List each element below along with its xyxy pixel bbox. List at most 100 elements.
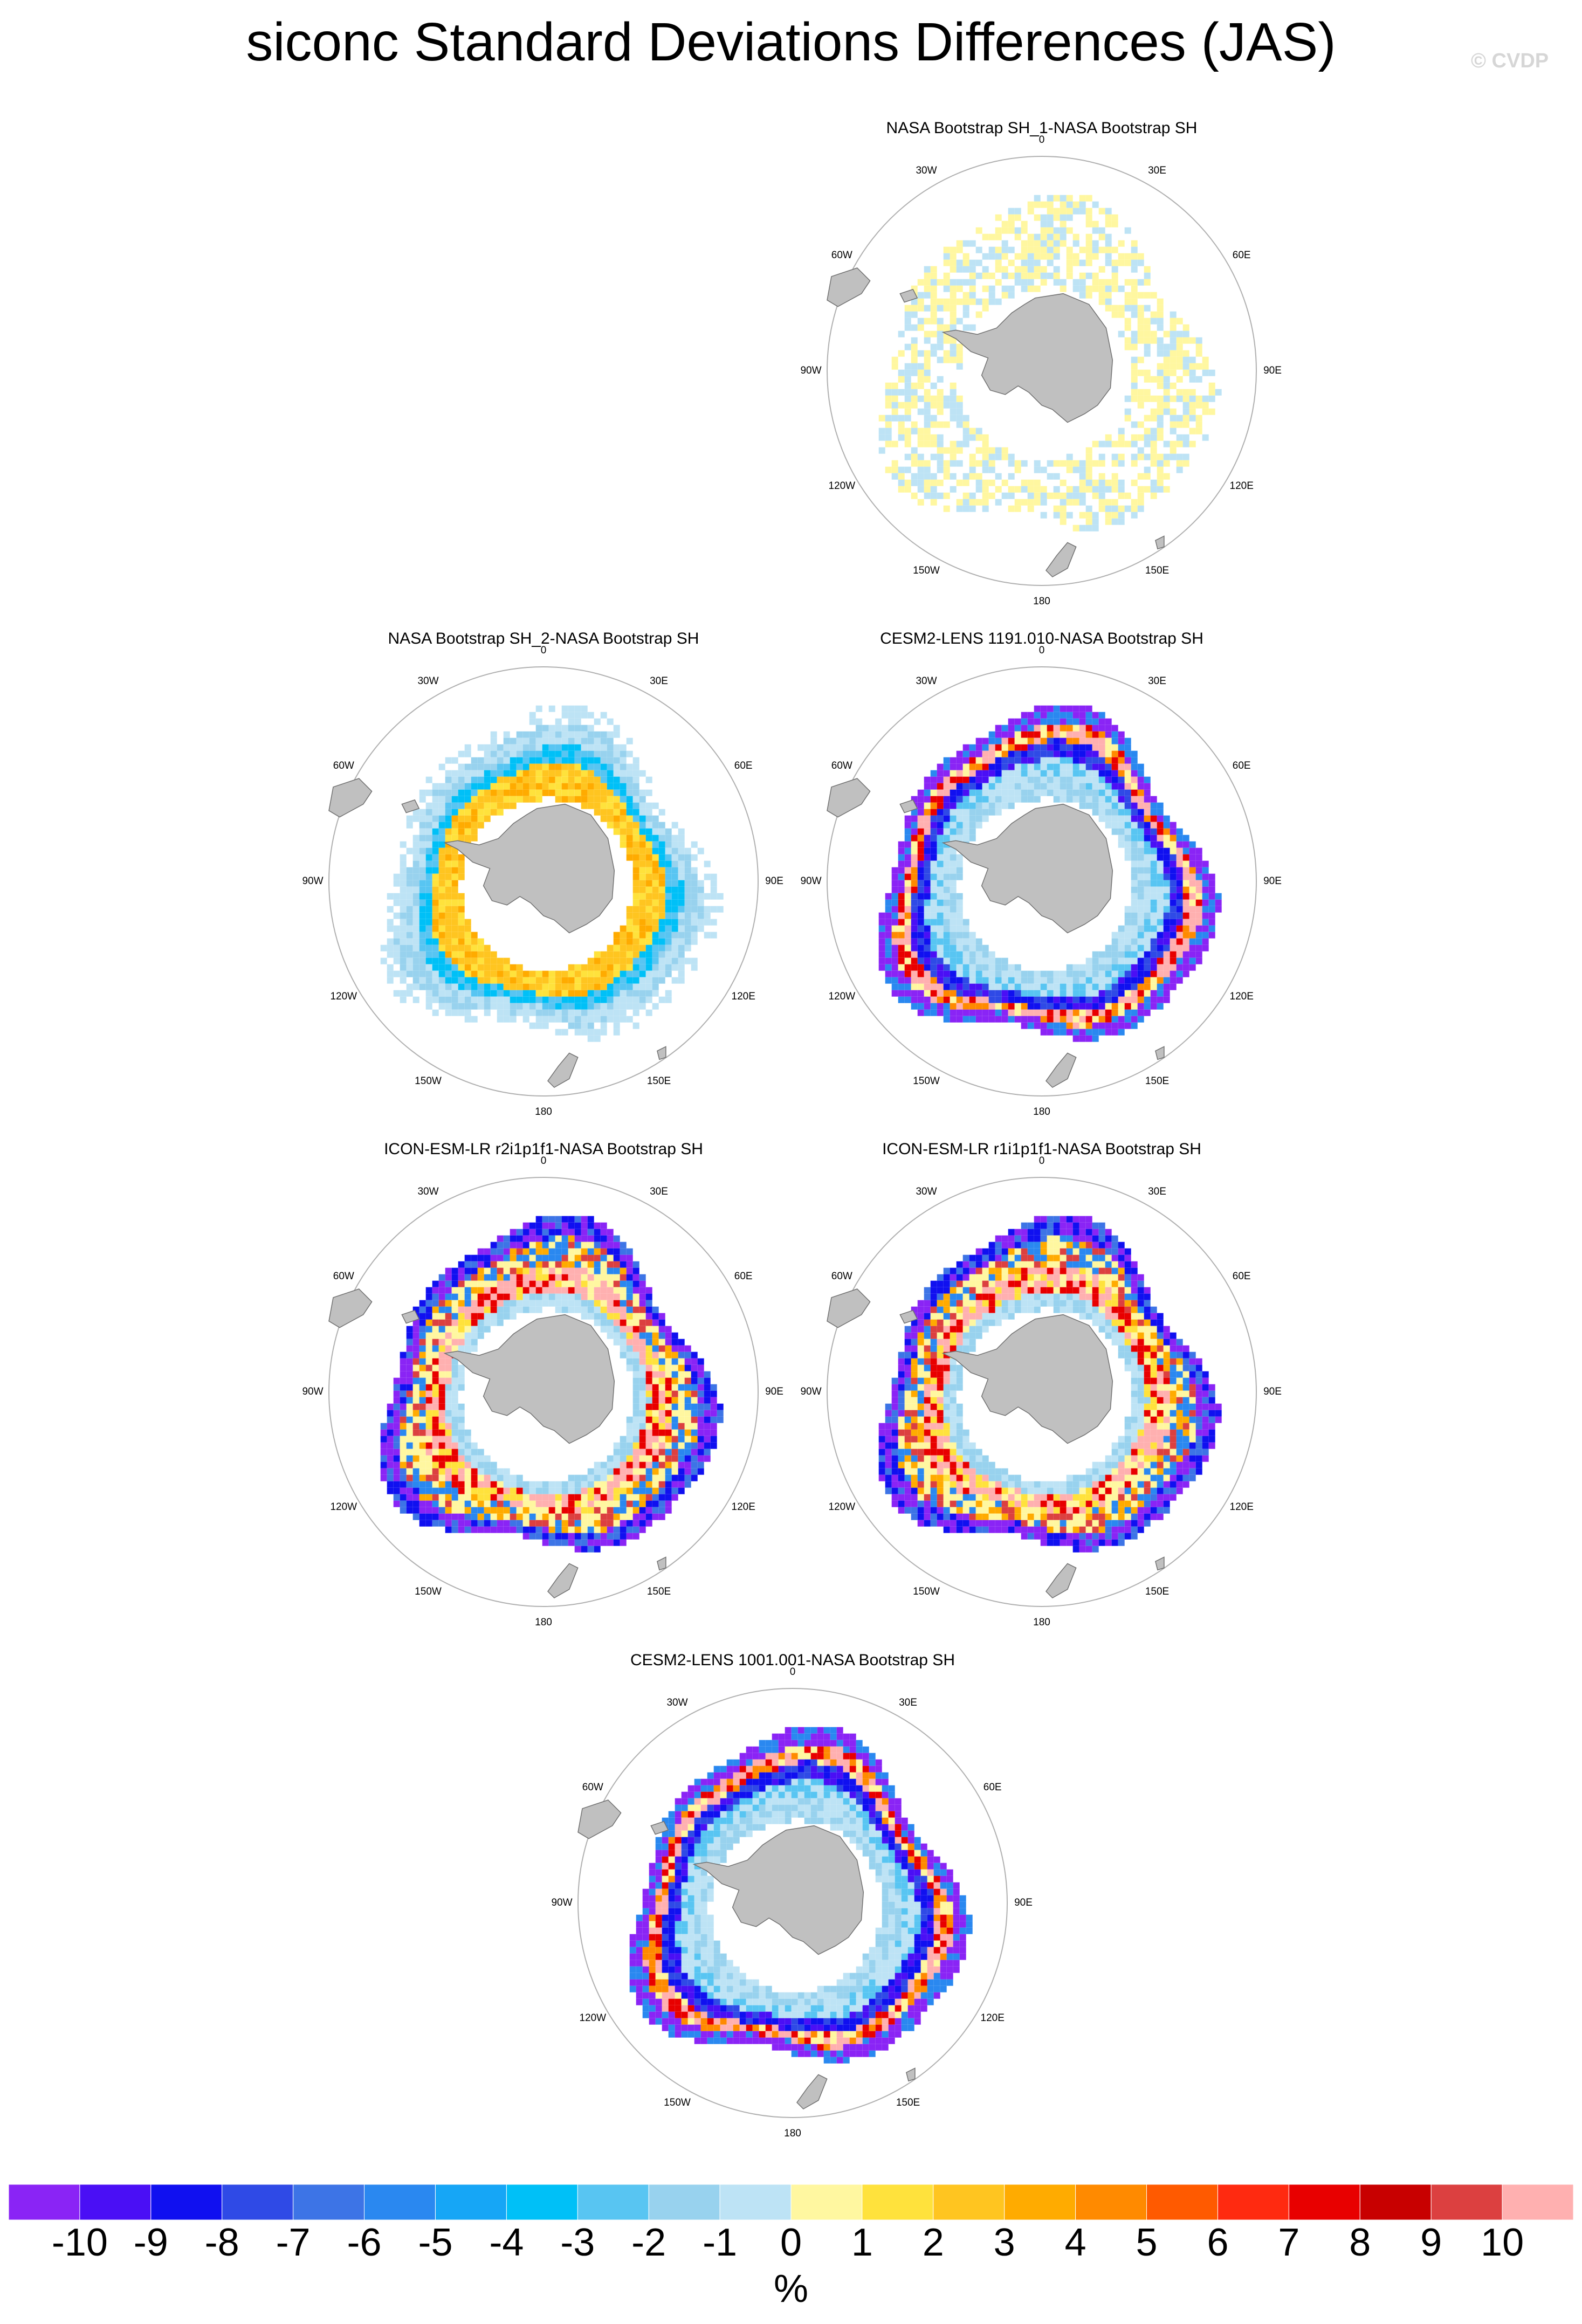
watermark: © CVDP (1471, 50, 1549, 72)
sea-ice-field (878, 1216, 1222, 1553)
longitude-label: 90E (765, 875, 783, 887)
longitude-label: 90W (302, 1386, 324, 1397)
longitude-label: 120E (731, 991, 755, 1002)
longitude-label: 60E (1232, 1271, 1251, 1282)
longitude-label: 60E (1232, 250, 1251, 261)
colorbar-tick: -5 (418, 2221, 453, 2264)
longitude-label: 120W (330, 991, 357, 1002)
colorbar-tick: -1 (703, 2221, 738, 2264)
colorbar-tick: 10 (1481, 2221, 1524, 2264)
colorbar-swatch (1004, 2184, 1076, 2220)
colorbar-tick: -2 (631, 2221, 666, 2264)
land-mass (692, 1825, 864, 1955)
longitude-label: 180 (784, 2128, 801, 2139)
longitude-label: 30E (1148, 675, 1166, 687)
longitude-label: 120W (828, 991, 856, 1002)
longitude-label: 30E (650, 1186, 668, 1198)
longitude-label: 150E (1145, 564, 1170, 576)
longitude-label: 180 (1033, 596, 1050, 607)
colorbar-swatch (577, 2184, 649, 2220)
colorbar-unit: % (773, 2267, 809, 2311)
longitude-label: 90W (551, 1897, 573, 1908)
longitude-label: 150E (1145, 1585, 1170, 1597)
longitude-label: 60E (1232, 760, 1251, 771)
land-mass (899, 288, 918, 303)
colorbar-tick: 9 (1420, 2221, 1442, 2264)
land-mass (1155, 535, 1165, 550)
longitude-label: 30E (1148, 165, 1166, 177)
colorbar-tick: -9 (133, 2221, 168, 2264)
panel-title: ICON-ESM-LR r2i1p1f1-NASA Bootstrap SH (384, 1140, 703, 1158)
land-mass (547, 1563, 579, 1599)
colorbar-tick: 1 (851, 2221, 873, 2264)
colorbar-tick: 0 (780, 2221, 802, 2264)
land-mass (650, 1820, 669, 1835)
colorbar-swatch (933, 2184, 1005, 2220)
colorbar-tick: -7 (276, 2221, 311, 2264)
longitude-label: 90W (800, 1386, 822, 1397)
longitude-label: 90W (302, 875, 324, 887)
panel-title: ICON-ESM-LR r1i1p1f1-NASA Bootstrap SH (882, 1140, 1201, 1158)
longitude-label: 90W (800, 365, 822, 376)
longitude-label: 30W (666, 1697, 688, 1709)
longitude-label: 60W (582, 1782, 603, 1793)
colorbar-swatch (719, 2184, 792, 2220)
map-panel (328, 1177, 759, 1607)
land-mass (1046, 542, 1077, 578)
longitude-label: 90E (1263, 1386, 1282, 1397)
land-mass (443, 803, 615, 934)
map-panel (827, 1177, 1257, 1607)
map-panel (827, 156, 1257, 586)
colorbar-swatch (862, 2184, 934, 2220)
longitude-label: 180 (1033, 1106, 1050, 1118)
longitude-label: 30W (417, 1186, 439, 1198)
longitude-label: 30W (916, 1186, 937, 1198)
land-mass (1046, 1563, 1077, 1599)
colorbar-tick: -4 (489, 2221, 524, 2264)
land-mass (1046, 1052, 1077, 1088)
colorbar-swatch (1359, 2184, 1432, 2220)
colorbar-swatch (648, 2184, 720, 2220)
longitude-label: 150E (896, 2097, 920, 2108)
colorbar-swatch (435, 2184, 507, 2220)
longitude-label: 180 (535, 1106, 552, 1118)
longitude-label: 150W (415, 1585, 442, 1597)
longitude-label: 60W (333, 1271, 354, 1282)
longitude-label: 120E (1229, 480, 1254, 492)
longitude-label: 120E (980, 2012, 1005, 2024)
longitude-label: 150W (664, 2097, 691, 2108)
longitude-label: 90E (765, 1386, 783, 1397)
longitude-label: 180 (535, 1617, 552, 1628)
land-mass (401, 799, 420, 813)
longitude-label: 60W (831, 760, 852, 771)
land-mass (827, 267, 871, 307)
panel-title: CESM2-LENS 1191.010-NASA Bootstrap SH (880, 630, 1203, 647)
longitude-label: 90E (1014, 1897, 1033, 1908)
longitude-label: 60E (734, 1271, 753, 1282)
colorbar-tick: -6 (347, 2221, 382, 2264)
longitude-label: 120E (731, 1501, 755, 1513)
land-mass (906, 2067, 916, 2082)
land-mass (796, 2074, 828, 2110)
longitude-label: 150W (913, 1075, 940, 1087)
longitude-label: 150W (913, 564, 940, 576)
longitude-label: 0 (540, 645, 547, 656)
longitude-label: 120E (1229, 991, 1254, 1002)
longitude-label: 30W (916, 165, 937, 177)
longitude-label: 120E (1229, 1501, 1254, 1513)
land-mass (328, 1288, 373, 1328)
figure-title: siconc Standard Deviations Differences (… (246, 12, 1336, 72)
colorbar-swatch (1146, 2184, 1218, 2220)
longitude-label: 60W (831, 250, 852, 261)
longitude-label: 60E (734, 760, 753, 771)
land-mass (899, 1309, 918, 1324)
longitude-label: 30W (916, 675, 937, 687)
longitude-label: 150E (646, 1585, 671, 1597)
map-panel (827, 666, 1257, 1097)
map-panel (577, 1688, 1008, 2118)
colorbar-tick: 3 (993, 2221, 1015, 2264)
land-mass (1155, 1556, 1165, 1571)
longitude-label: 90E (1263, 365, 1282, 376)
longitude-label: 0 (789, 1666, 796, 1678)
